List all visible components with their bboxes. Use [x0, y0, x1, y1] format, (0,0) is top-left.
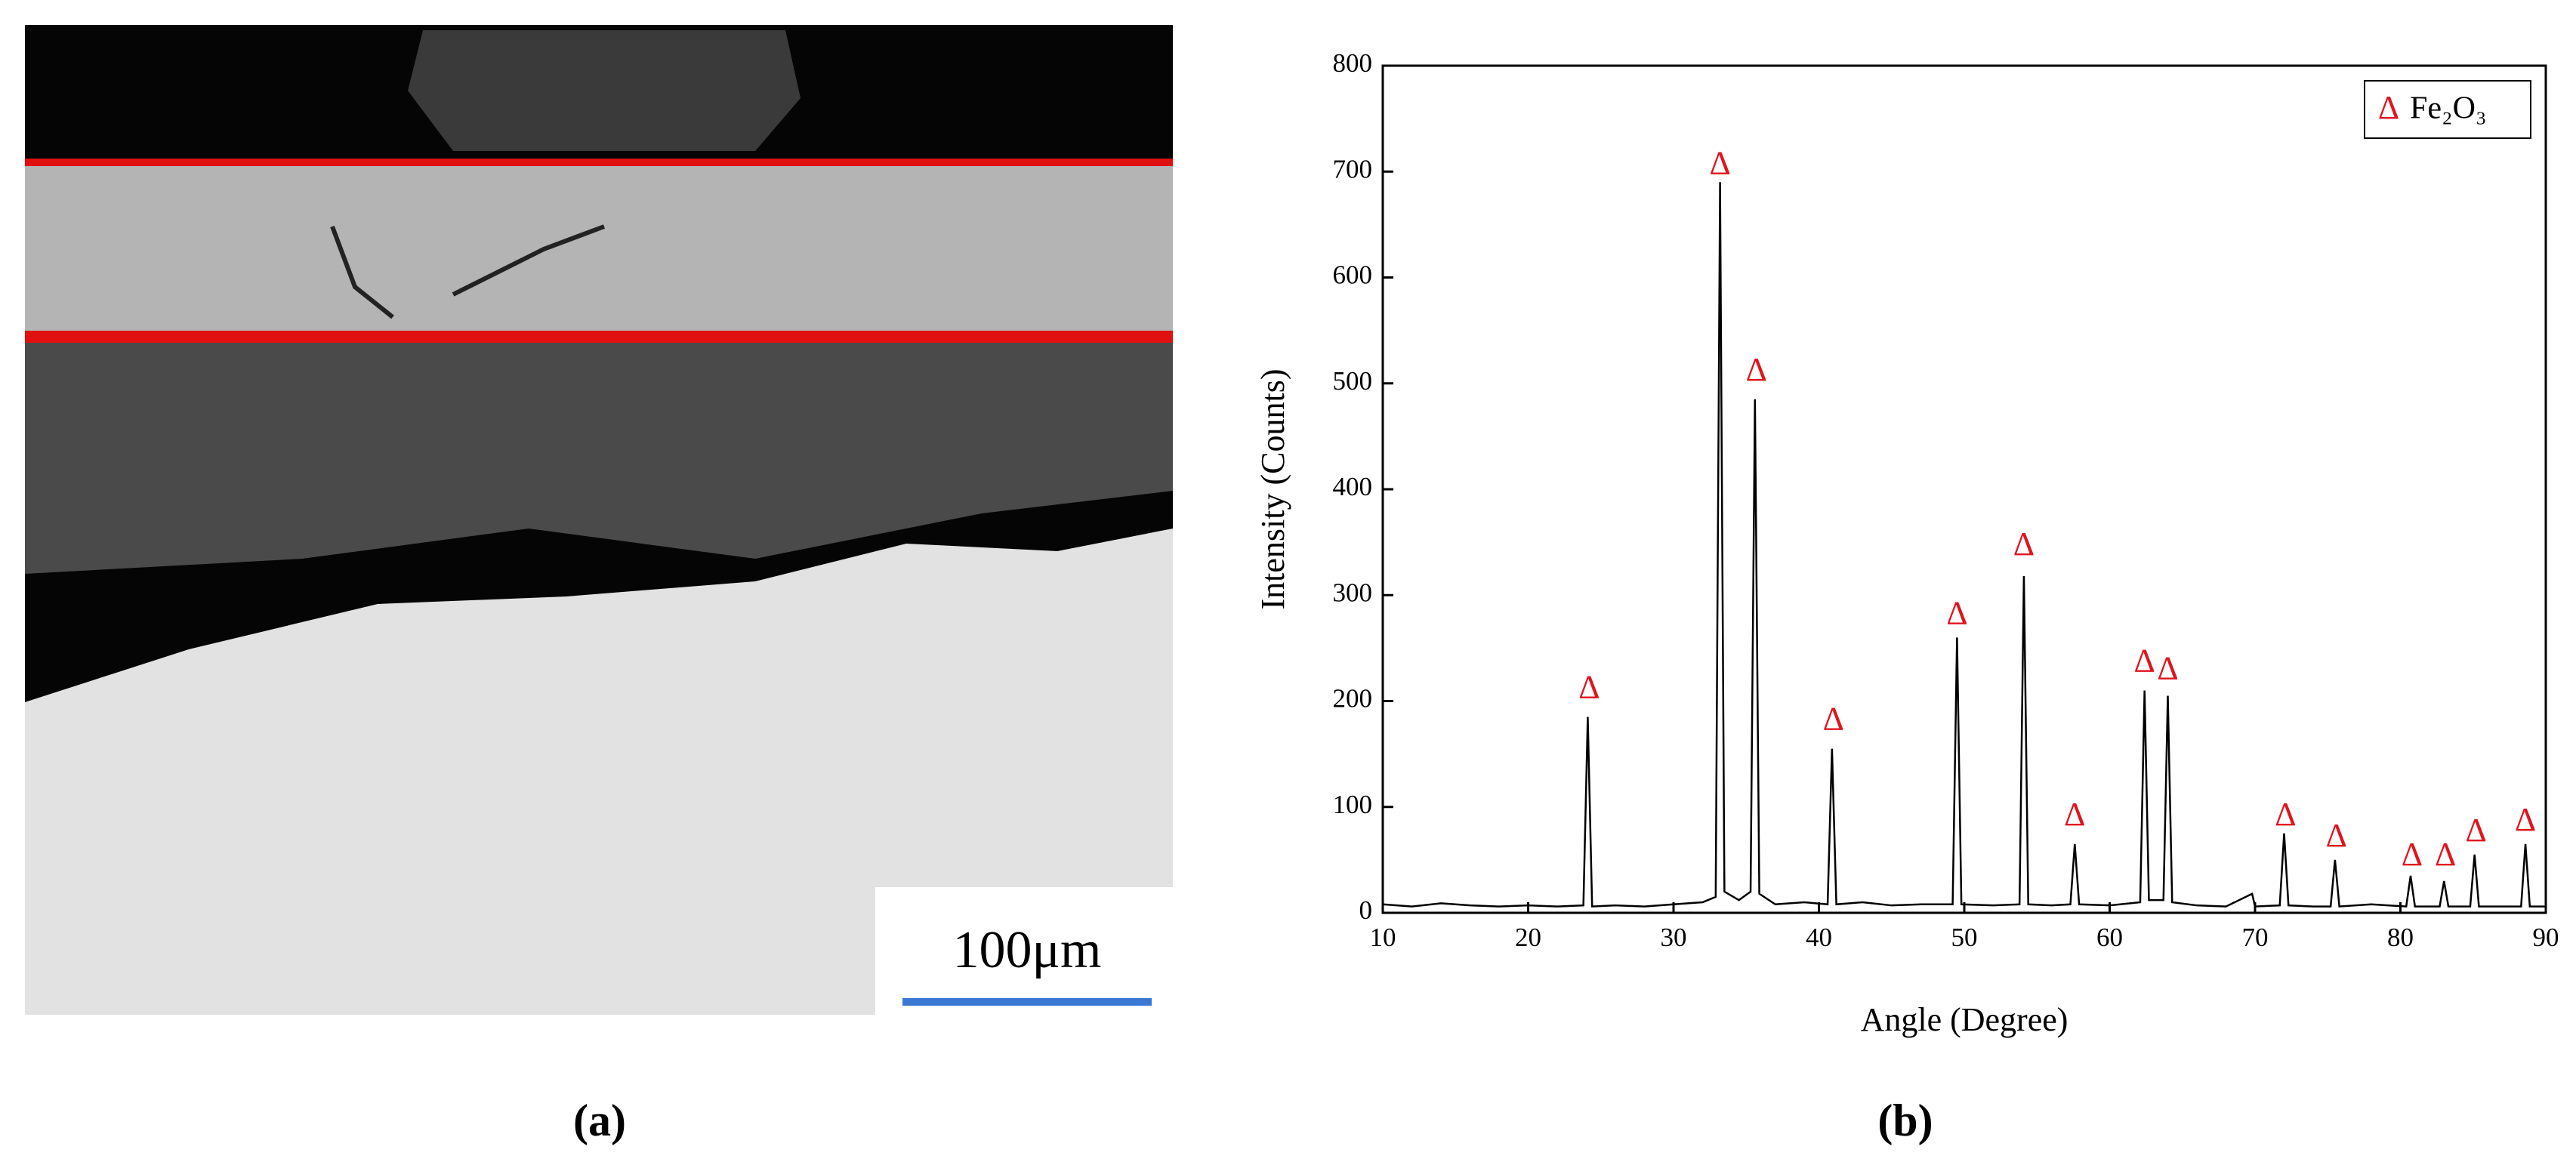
peak-marker: Δ	[2435, 836, 2456, 873]
y-tick-label: 500	[1333, 366, 1373, 396]
y-tick-label: 300	[1333, 578, 1373, 607]
y-tick-label: 400	[1333, 472, 1373, 501]
x-tick-label: 20	[1515, 923, 1541, 952]
x-tick-label: 50	[1951, 923, 1978, 952]
x-tick-label: 40	[1806, 923, 1832, 952]
y-tick-label: 200	[1333, 684, 1373, 713]
x-tick-label: 10	[1370, 923, 1396, 952]
peak-marker: Δ	[2275, 796, 2296, 833]
peak-marker: Δ	[1746, 351, 1767, 388]
xrd-line	[1382, 182, 2546, 908]
peak-marker: Δ	[2157, 649, 2178, 686]
y-tick-label: 600	[1333, 260, 1373, 290]
x-axis-label: Angle (Degree)	[1861, 1001, 2069, 1038]
legend-label: Fe₂O₃	[2410, 91, 2487, 126]
peak-marker: Δ	[2134, 643, 2155, 680]
peak-marker: Δ	[2013, 525, 2035, 562]
plot-frame	[1381, 64, 2547, 914]
y-tick-label: 100	[1333, 790, 1373, 819]
peak-marker: Δ	[1823, 701, 1844, 738]
y-tick-label: 800	[1333, 48, 1373, 78]
peak-marker: Δ	[2402, 836, 2423, 873]
x-tick-label: 80	[2387, 923, 2414, 952]
peak-marker: Δ	[2326, 817, 2347, 854]
peak-marker: Δ	[1578, 669, 1600, 706]
peak-marker: Δ	[1709, 144, 1730, 181]
peak-marker: Δ	[2064, 796, 2085, 833]
legend-symbol: Δ	[2378, 89, 2399, 126]
peak-marker: Δ	[2465, 812, 2486, 849]
y-tick-label: 0	[1359, 895, 1373, 925]
legend-box	[2364, 80, 2531, 139]
y-tick-label: 700	[1333, 154, 1373, 183]
peak-marker: Δ	[2515, 801, 2536, 838]
x-tick-label: 60	[2096, 923, 2123, 952]
sem-image: 100μm	[25, 25, 1173, 1015]
panel-label: (b)	[1877, 1096, 1933, 1145]
x-tick-label: 70	[2242, 923, 2269, 952]
x-tick-label: 90	[2533, 923, 2559, 952]
scale-bar-label: 100μm	[953, 921, 1102, 979]
x-tick-label: 30	[1661, 923, 1687, 952]
panel-label: (a)	[573, 1096, 626, 1145]
y-axis-label: Intensity (Counts)	[1254, 369, 1291, 610]
peak-marker: Δ	[1946, 594, 1967, 631]
